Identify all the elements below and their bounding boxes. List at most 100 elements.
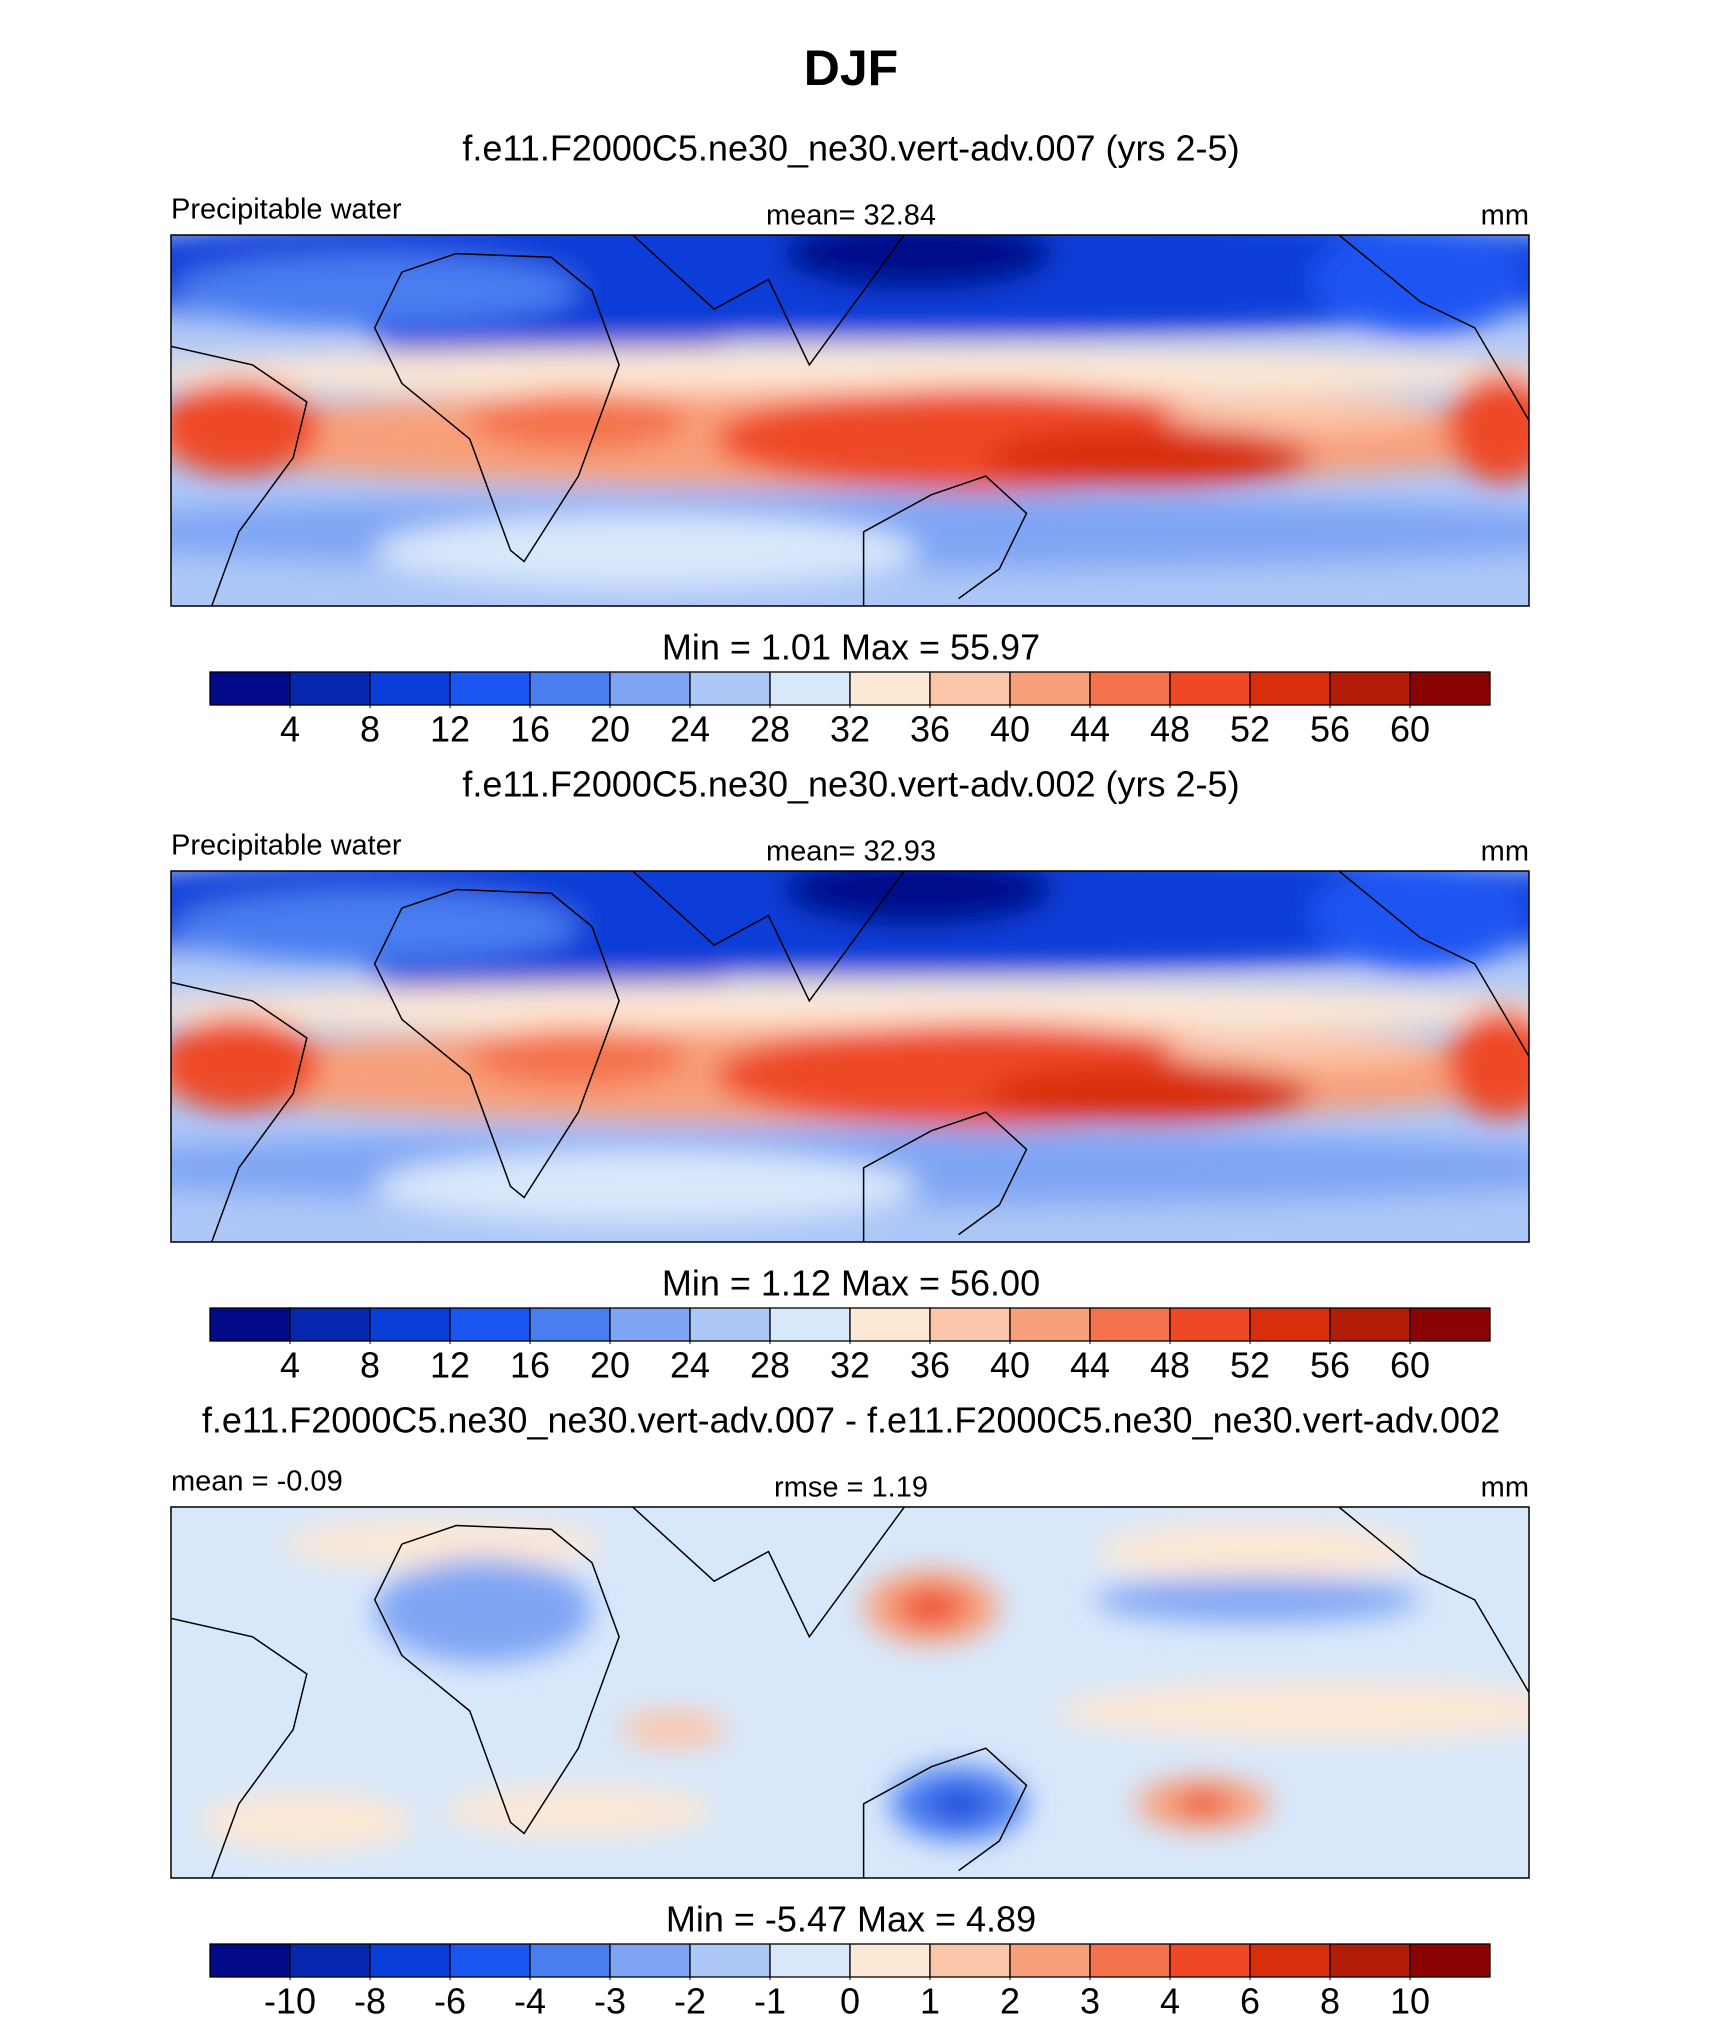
colorbar-tick-label: -10 [264,1981,316,2022]
colorbar-box [529,1943,611,1978]
colorbar-box [1409,671,1491,706]
colorbar-tick-label: 20 [590,1345,630,1386]
colorbar-box [609,1943,691,1978]
colorbar-tick-label: 20 [590,709,630,750]
colorbar-box [1169,1307,1251,1342]
colorbar-tick-label: 8 [360,709,380,750]
colorbar-tick-label: -8 [354,1981,386,2022]
coastline [1338,871,1529,1057]
colorbar-tick-label: 60 [1390,709,1430,750]
colorbar-box [529,1307,611,1342]
colorbar-box [1089,1307,1171,1342]
field-blob [619,1711,728,1749]
colorbar-tick-label: 40 [990,709,1030,750]
field-blob [171,982,1529,1035]
colorbar-tick-label: 24 [670,1345,710,1386]
colorbar-tick-label: 16 [510,1345,550,1386]
colorbar-tick-label: 32 [830,1345,870,1386]
colorbar-box [849,671,931,706]
colorbar-box [1169,1943,1251,1978]
panel-title: f.e11.F2000C5.ne30_ne30.vert-adv.007 (yr… [462,128,1239,169]
colorbar-box [689,671,771,706]
colorbar-tick-label: 52 [1230,709,1270,750]
field-blob [171,379,321,477]
colorbar-tick-label: -4 [514,1981,546,2022]
colorbar-box [769,1943,851,1978]
colorbar-box [1409,1943,1491,1978]
colorbar-tick-label: 16 [510,709,550,750]
center-label: rmse = 1.19 [774,1472,928,1504]
colorbar-tick-label: 56 [1310,1345,1350,1386]
colorbar-tick-label: 4 [280,709,300,750]
colorbar-box [1009,1307,1091,1342]
colorbar-tick-label: 40 [990,1345,1030,1386]
colorbar-box [1249,1307,1331,1342]
field-blob [1162,1030,1434,1068]
field-blob [1311,235,1529,336]
colorbar-tick-label: -3 [594,1981,626,2022]
colorbar-tick-label: 56 [1310,709,1350,750]
field-blob [171,889,579,964]
colorbar-box [289,671,371,706]
colorbar-tick-label: 6 [1240,1981,1260,2022]
field-blob [1094,1577,1421,1623]
coastline [171,345,308,606]
colorbar-tick-label: 4 [1160,1981,1180,2022]
field-blob [782,871,1054,927]
colorbar-tick-label: 0 [840,1981,860,2022]
center-label: mean= 32.84 [766,200,936,232]
field-blob [1162,394,1434,432]
field-blobs [171,871,1529,1224]
field-blob [1094,1521,1421,1582]
field-blob [198,1792,416,1853]
colorbar-box [209,1943,291,1978]
panel-title: f.e11.F2000C5.ne30_ne30.vert-adv.002 (yr… [462,764,1239,805]
colorbar-box [849,1307,931,1342]
coastline [862,475,1028,606]
colorbar-box [1009,671,1091,706]
field-blobs [198,1518,1529,1853]
coastline [1338,235,1529,421]
coastline [171,1617,308,1878]
field-blob [985,1063,1312,1124]
colorbar-box [1089,671,1171,706]
colorbar-box [369,1307,451,1342]
field-blob [279,1518,606,1571]
map-field [171,1507,1529,1878]
colorbar-box [1009,1943,1091,1978]
field-blob [897,1588,966,1626]
colorbar-box [209,671,291,706]
stats: Min = -5.47 Max = 4.89 [666,1899,1036,1940]
coastline [373,888,620,1199]
map-frame [170,1506,1530,1879]
colorbar-tick-label: 52 [1230,1345,1270,1386]
left-label: Precipitable water [171,194,402,226]
panel-title: f.e11.F2000C5.ne30_ne30.vert-adv.007 - f… [202,1400,1500,1441]
field-blob [985,427,1312,488]
colorbar-box [689,1943,771,1978]
colorbar-box [369,671,451,706]
field-blob [374,513,918,588]
field-blob [374,1149,918,1224]
field-blob [171,1015,321,1113]
colorbar-box [1089,1943,1171,1978]
field-blob [931,1788,986,1819]
right-label: mm [1481,1472,1529,1504]
colorbar-tick-label: 1 [920,1981,940,2022]
colorbar-tick-label: -2 [674,1981,706,2022]
colorbar-box [769,1307,851,1342]
field-blob [1175,1790,1231,1817]
coastline [373,252,620,563]
figure-title: DJF [804,40,898,96]
coastline [171,981,308,1242]
colorbar-tick-label: 3 [1080,1981,1100,2022]
colorbar-tick-label: 24 [670,709,710,750]
right-label: mm [1481,836,1529,868]
colorbar-box [849,1943,931,1978]
colorbar-box [1249,671,1331,706]
field-blobs [171,235,1529,588]
colorbar-box [369,1943,451,1978]
colorbar-tick-label: 2 [1000,1981,1020,2022]
coastline [632,871,905,1003]
colorbar-box [289,1307,371,1342]
